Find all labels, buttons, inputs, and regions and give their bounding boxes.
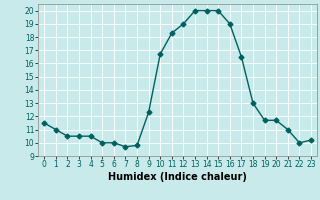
X-axis label: Humidex (Indice chaleur): Humidex (Indice chaleur) [108,172,247,182]
